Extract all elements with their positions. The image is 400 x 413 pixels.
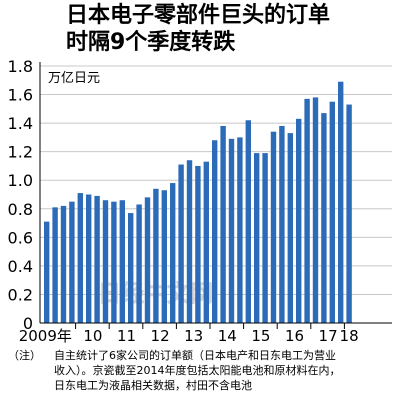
- x-tick-label: 16: [285, 327, 304, 345]
- bar: [77, 193, 83, 323]
- bar: [237, 137, 243, 323]
- bar: [44, 221, 50, 323]
- bar: [119, 200, 125, 323]
- bar: [170, 183, 176, 323]
- x-tick-label: 17: [319, 327, 338, 345]
- x-tick-label: 18: [340, 327, 359, 345]
- bar: [245, 120, 251, 323]
- y-tick-label: 1.2: [8, 143, 33, 162]
- bar: [94, 195, 100, 323]
- y-tick-label: 0.8: [8, 200, 33, 219]
- bar: [195, 165, 201, 323]
- bar: [220, 125, 226, 323]
- bar: [304, 98, 310, 323]
- bar: [262, 153, 268, 323]
- bar: [136, 204, 142, 323]
- x-tick-label: 11: [117, 327, 136, 345]
- bar: [52, 207, 58, 323]
- chart-title: 日本电子零部件巨头的订单 时隔9个季度转跌: [66, 2, 396, 56]
- y-tick-labels: 0 0.2 0.4 0.6 0.8 1.0 1.2 1.4 1.6 1.8: [8, 57, 33, 333]
- bar-chart: 日经中文网 00.20.40.60.81.01.21.41.61.8 2009年…: [8, 57, 392, 345]
- bar: [161, 190, 167, 323]
- bar: [254, 153, 260, 323]
- bar: [228, 138, 235, 323]
- bar: [186, 160, 193, 323]
- bar: [86, 194, 92, 323]
- y-tick-label: 0.4: [8, 257, 33, 276]
- footnote: （注） 自主统计了6家公司的订单额（日本电产和日东电工为营业 收入）。京瓷截至2…: [8, 348, 396, 393]
- bar: [312, 97, 319, 323]
- footnote-line-1: 自主统计了6家公司的订单额（日本电产和日东电工为营业: [54, 349, 336, 362]
- y-tick-label: 0.6: [8, 228, 33, 247]
- bar: [287, 133, 293, 323]
- bar: [212, 140, 218, 323]
- y-tick-label: 1.6: [8, 86, 33, 105]
- x-tick-label: 10: [83, 327, 102, 345]
- bar: [338, 81, 344, 324]
- bar: [111, 201, 117, 323]
- bar: [153, 188, 159, 323]
- y-unit-label: 万亿日元: [48, 71, 100, 86]
- bars: [44, 81, 352, 324]
- bar: [144, 197, 151, 323]
- y-tick-label: 0: [23, 314, 33, 333]
- axes: [39, 62, 392, 329]
- chart-title-line-2: 时隔9个季度转跌: [66, 30, 236, 55]
- bar: [346, 104, 352, 323]
- x-tick-label: 14: [218, 327, 237, 345]
- bar: [296, 118, 302, 323]
- chart-title-line-1: 日本电子零部件巨头的订单: [66, 3, 331, 28]
- x-tick-label: 13: [184, 327, 203, 345]
- x-tick-label: 2009年: [19, 327, 72, 345]
- y-tick-label: 1.4: [8, 114, 33, 133]
- bar: [128, 213, 134, 323]
- bar: [178, 164, 184, 323]
- footnote-line-2: 收入）。京瓷截至2014年度包括太阳能电池和原材料在内，: [54, 364, 341, 377]
- x-tick-label: 12: [151, 327, 170, 345]
- bar: [279, 125, 285, 323]
- y-tick-label: 1.0: [8, 171, 33, 190]
- bar: [69, 201, 75, 323]
- x-tick-label: 15: [251, 327, 270, 345]
- y-tick-label: 1.8: [8, 57, 33, 76]
- bar: [60, 205, 67, 323]
- footnote-tag: （注）: [8, 349, 41, 362]
- bar: [321, 113, 327, 324]
- x-tick-labels: 2009年 10 11 12 13 14 15 16 17 18: [19, 327, 359, 345]
- bar: [203, 161, 209, 323]
- bar: [329, 101, 335, 323]
- bar: [270, 131, 277, 323]
- bar: [102, 200, 109, 323]
- footnote-line-3: 日东电工为液晶相关数据，村田不含电池: [54, 379, 252, 392]
- y-tick-label: 0.2: [8, 285, 33, 304]
